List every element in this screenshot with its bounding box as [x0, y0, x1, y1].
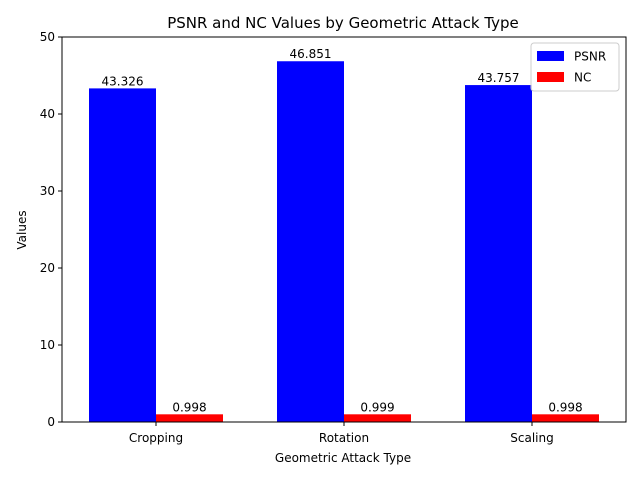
- y-tick-label: 50: [40, 30, 55, 44]
- legend: PSNR NC: [530, 42, 620, 92]
- bar-nc-cropping: [156, 414, 223, 422]
- chart-title: PSNR and NC Values by Geometric Attack T…: [167, 14, 519, 32]
- x-tick-label: Rotation: [319, 431, 369, 445]
- y-tick-label: 20: [40, 261, 55, 275]
- legend-label-nc: NC: [574, 71, 591, 85]
- x-axis: Cropping Rotation Scaling: [129, 422, 554, 445]
- bar-psnr-rotation: [277, 61, 344, 422]
- bar-nc-scaling: [532, 414, 599, 422]
- x-tick-label: Cropping: [129, 431, 183, 445]
- y-tick-label: 10: [40, 338, 55, 352]
- data-label-psnr-rotation: 46.851: [290, 47, 332, 61]
- legend-swatch-psnr: [537, 51, 564, 61]
- legend-swatch-nc: [537, 72, 564, 82]
- bar-nc-rotation: [344, 414, 411, 422]
- data-label-nc-cropping: 0.998: [172, 400, 206, 414]
- data-label-psnr-scaling: 43.757: [478, 71, 520, 85]
- x-axis-label: Geometric Attack Type: [275, 451, 411, 465]
- x-tick-label: Scaling: [510, 431, 553, 445]
- y-tick-label: 0: [47, 415, 55, 429]
- y-tick-label: 40: [40, 107, 55, 121]
- plot-area: 43.326 0.998 46.851 0.999 43.757 0.998: [61, 36, 627, 423]
- bar-psnr-cropping: [89, 88, 156, 422]
- y-axis-label: Values: [15, 210, 29, 249]
- legend-label-psnr: PSNR: [574, 50, 606, 64]
- y-tick-label: 30: [40, 184, 55, 198]
- data-label-nc-scaling: 0.998: [548, 400, 582, 414]
- data-label-nc-rotation: 0.999: [360, 400, 394, 414]
- bar-psnr-scaling: [465, 85, 532, 422]
- y-axis: 0 10 20 30 40 50: [40, 30, 62, 429]
- data-label-psnr-cropping: 43.326: [102, 74, 144, 88]
